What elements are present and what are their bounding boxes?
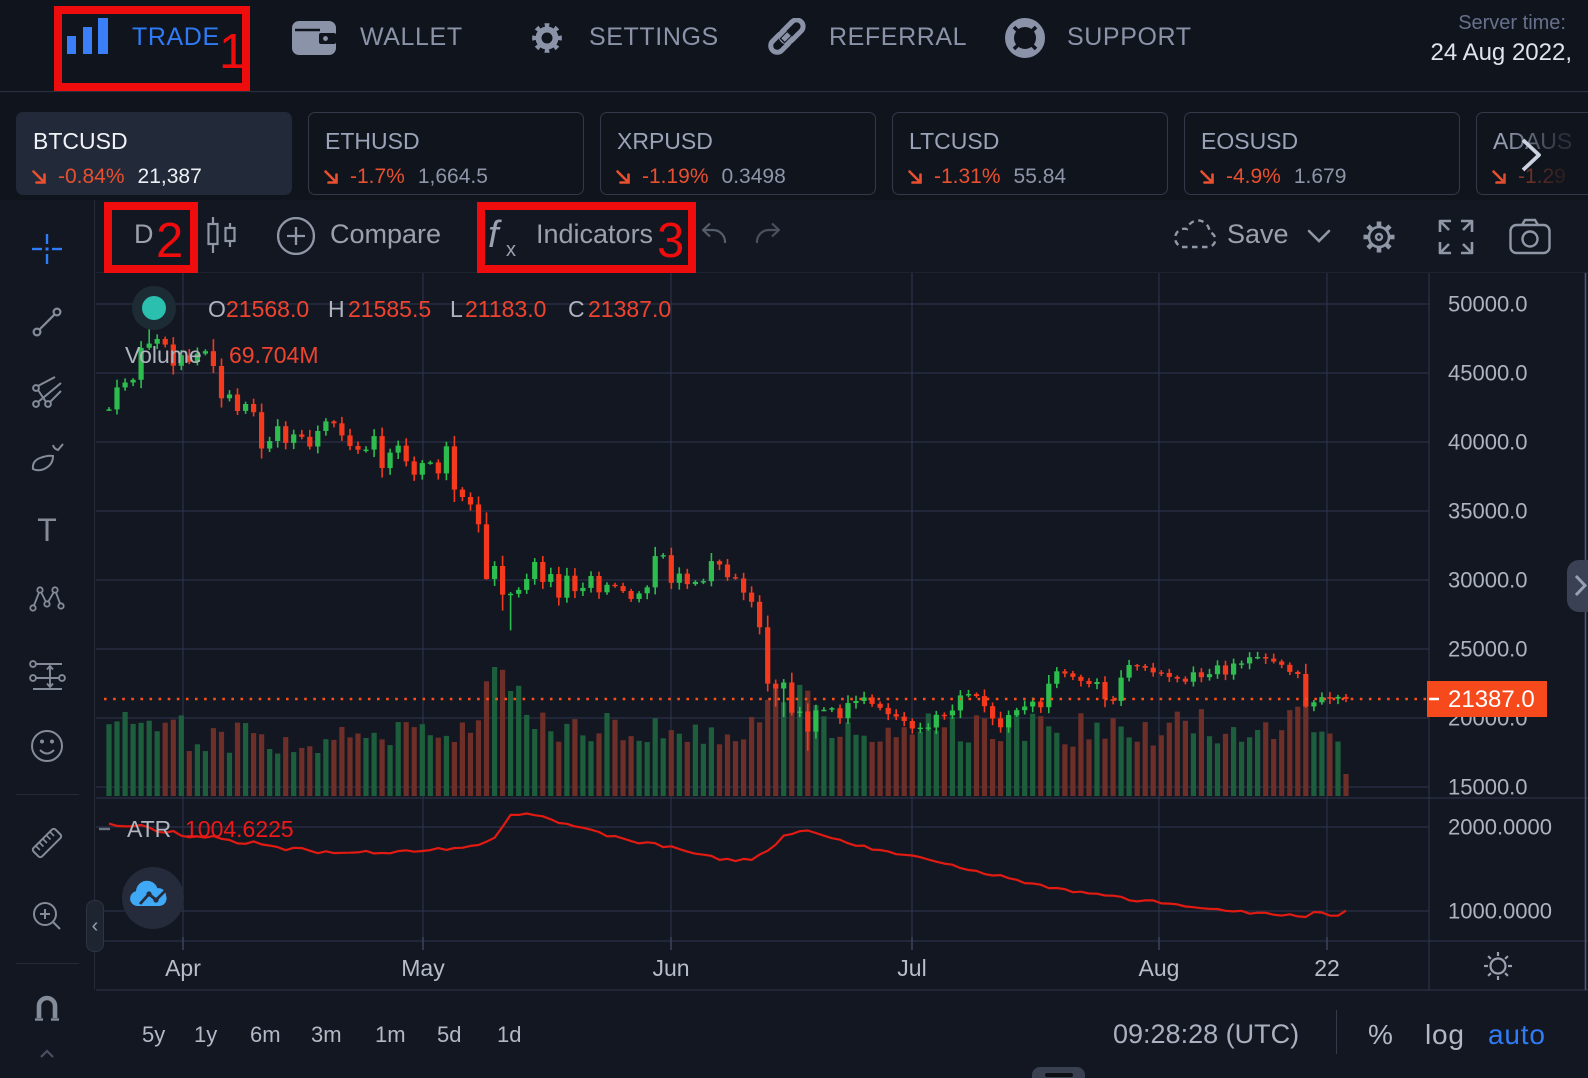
svg-text:x: x xyxy=(506,239,516,259)
svg-text:L: L xyxy=(450,296,463,322)
svg-text:69.704M: 69.704M xyxy=(229,342,319,368)
svg-text:35000.0: 35000.0 xyxy=(1448,499,1528,524)
svg-text:f: f xyxy=(488,215,502,256)
svg-text:21387.0: 21387.0 xyxy=(1448,686,1535,713)
svg-text:H: H xyxy=(328,296,345,322)
svg-text:40000.0: 40000.0 xyxy=(1448,430,1528,455)
svg-text:2000.0000: 2000.0000 xyxy=(1448,815,1552,840)
svg-text:22: 22 xyxy=(1314,955,1340,981)
svg-text:1004.6225: 1004.6225 xyxy=(185,816,294,842)
svg-text:45000.0: 45000.0 xyxy=(1448,361,1528,386)
svg-text:21585.5: 21585.5 xyxy=(348,296,431,322)
svg-text:May: May xyxy=(401,955,445,981)
svg-text:21387.0: 21387.0 xyxy=(588,296,671,322)
svg-text:Volume: Volume xyxy=(125,342,202,368)
svg-text:15000.0: 15000.0 xyxy=(1448,775,1528,800)
svg-text:21183.0: 21183.0 xyxy=(465,296,546,322)
svg-text:Apr: Apr xyxy=(165,955,201,981)
svg-text:Aug: Aug xyxy=(1139,955,1180,981)
svg-text:1000.0000: 1000.0000 xyxy=(1448,899,1552,924)
svg-text:25000.0: 25000.0 xyxy=(1448,637,1528,662)
svg-text:C: C xyxy=(568,296,585,322)
svg-text:T: T xyxy=(37,512,57,548)
svg-text:Jul: Jul xyxy=(897,955,926,981)
svg-text:30000.0: 30000.0 xyxy=(1448,568,1528,593)
svg-text:21568.0: 21568.0 xyxy=(226,296,309,322)
svg-text:ATR: ATR xyxy=(127,816,171,842)
svg-text:Jun: Jun xyxy=(652,955,689,981)
svg-text:50000.0: 50000.0 xyxy=(1448,292,1528,317)
svg-text:O: O xyxy=(208,296,226,322)
